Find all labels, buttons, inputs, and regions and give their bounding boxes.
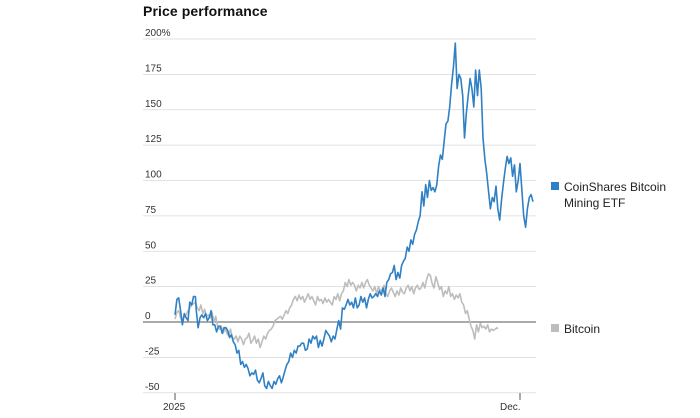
- x-axis: 2025 Dec.: [163, 393, 521, 413]
- series-line-bitcoin: [174, 273, 499, 349]
- y-axis-labels: 200% 175 150 125 100 75 50 25 0 -25 -50: [145, 28, 171, 393]
- legend-label: Mining ETF: [564, 196, 625, 210]
- x-tick-label: Dec.: [500, 402, 521, 413]
- y-tick-label: 175: [145, 63, 162, 74]
- y-tick-label: 0: [145, 311, 151, 322]
- series-lines: [174, 42, 534, 390]
- legend: CoinShares Bitcoin Mining ETF Bitcoin: [551, 180, 666, 336]
- y-tick-label: 125: [145, 134, 162, 145]
- legend-swatch: [551, 324, 559, 332]
- y-tick-label: 25: [145, 276, 157, 287]
- y-tick-label: -25: [145, 346, 160, 357]
- legend-label: Bitcoin: [564, 322, 600, 336]
- chart-title: Price performance: [143, 3, 268, 19]
- x-tick-label: 2025: [163, 402, 186, 413]
- legend-swatch: [551, 182, 559, 190]
- legend-label: CoinShares Bitcoin: [564, 180, 666, 194]
- series-line-coinshares-bitcoin-mining-etf: [174, 42, 534, 390]
- y-tick-label: 200%: [145, 28, 171, 39]
- y-tick-label: -50: [145, 382, 160, 393]
- y-tick-label: 100: [145, 170, 162, 181]
- y-tick-label: 50: [145, 240, 157, 251]
- y-tick-label: 150: [145, 99, 162, 110]
- y-tick-label: 75: [145, 205, 157, 216]
